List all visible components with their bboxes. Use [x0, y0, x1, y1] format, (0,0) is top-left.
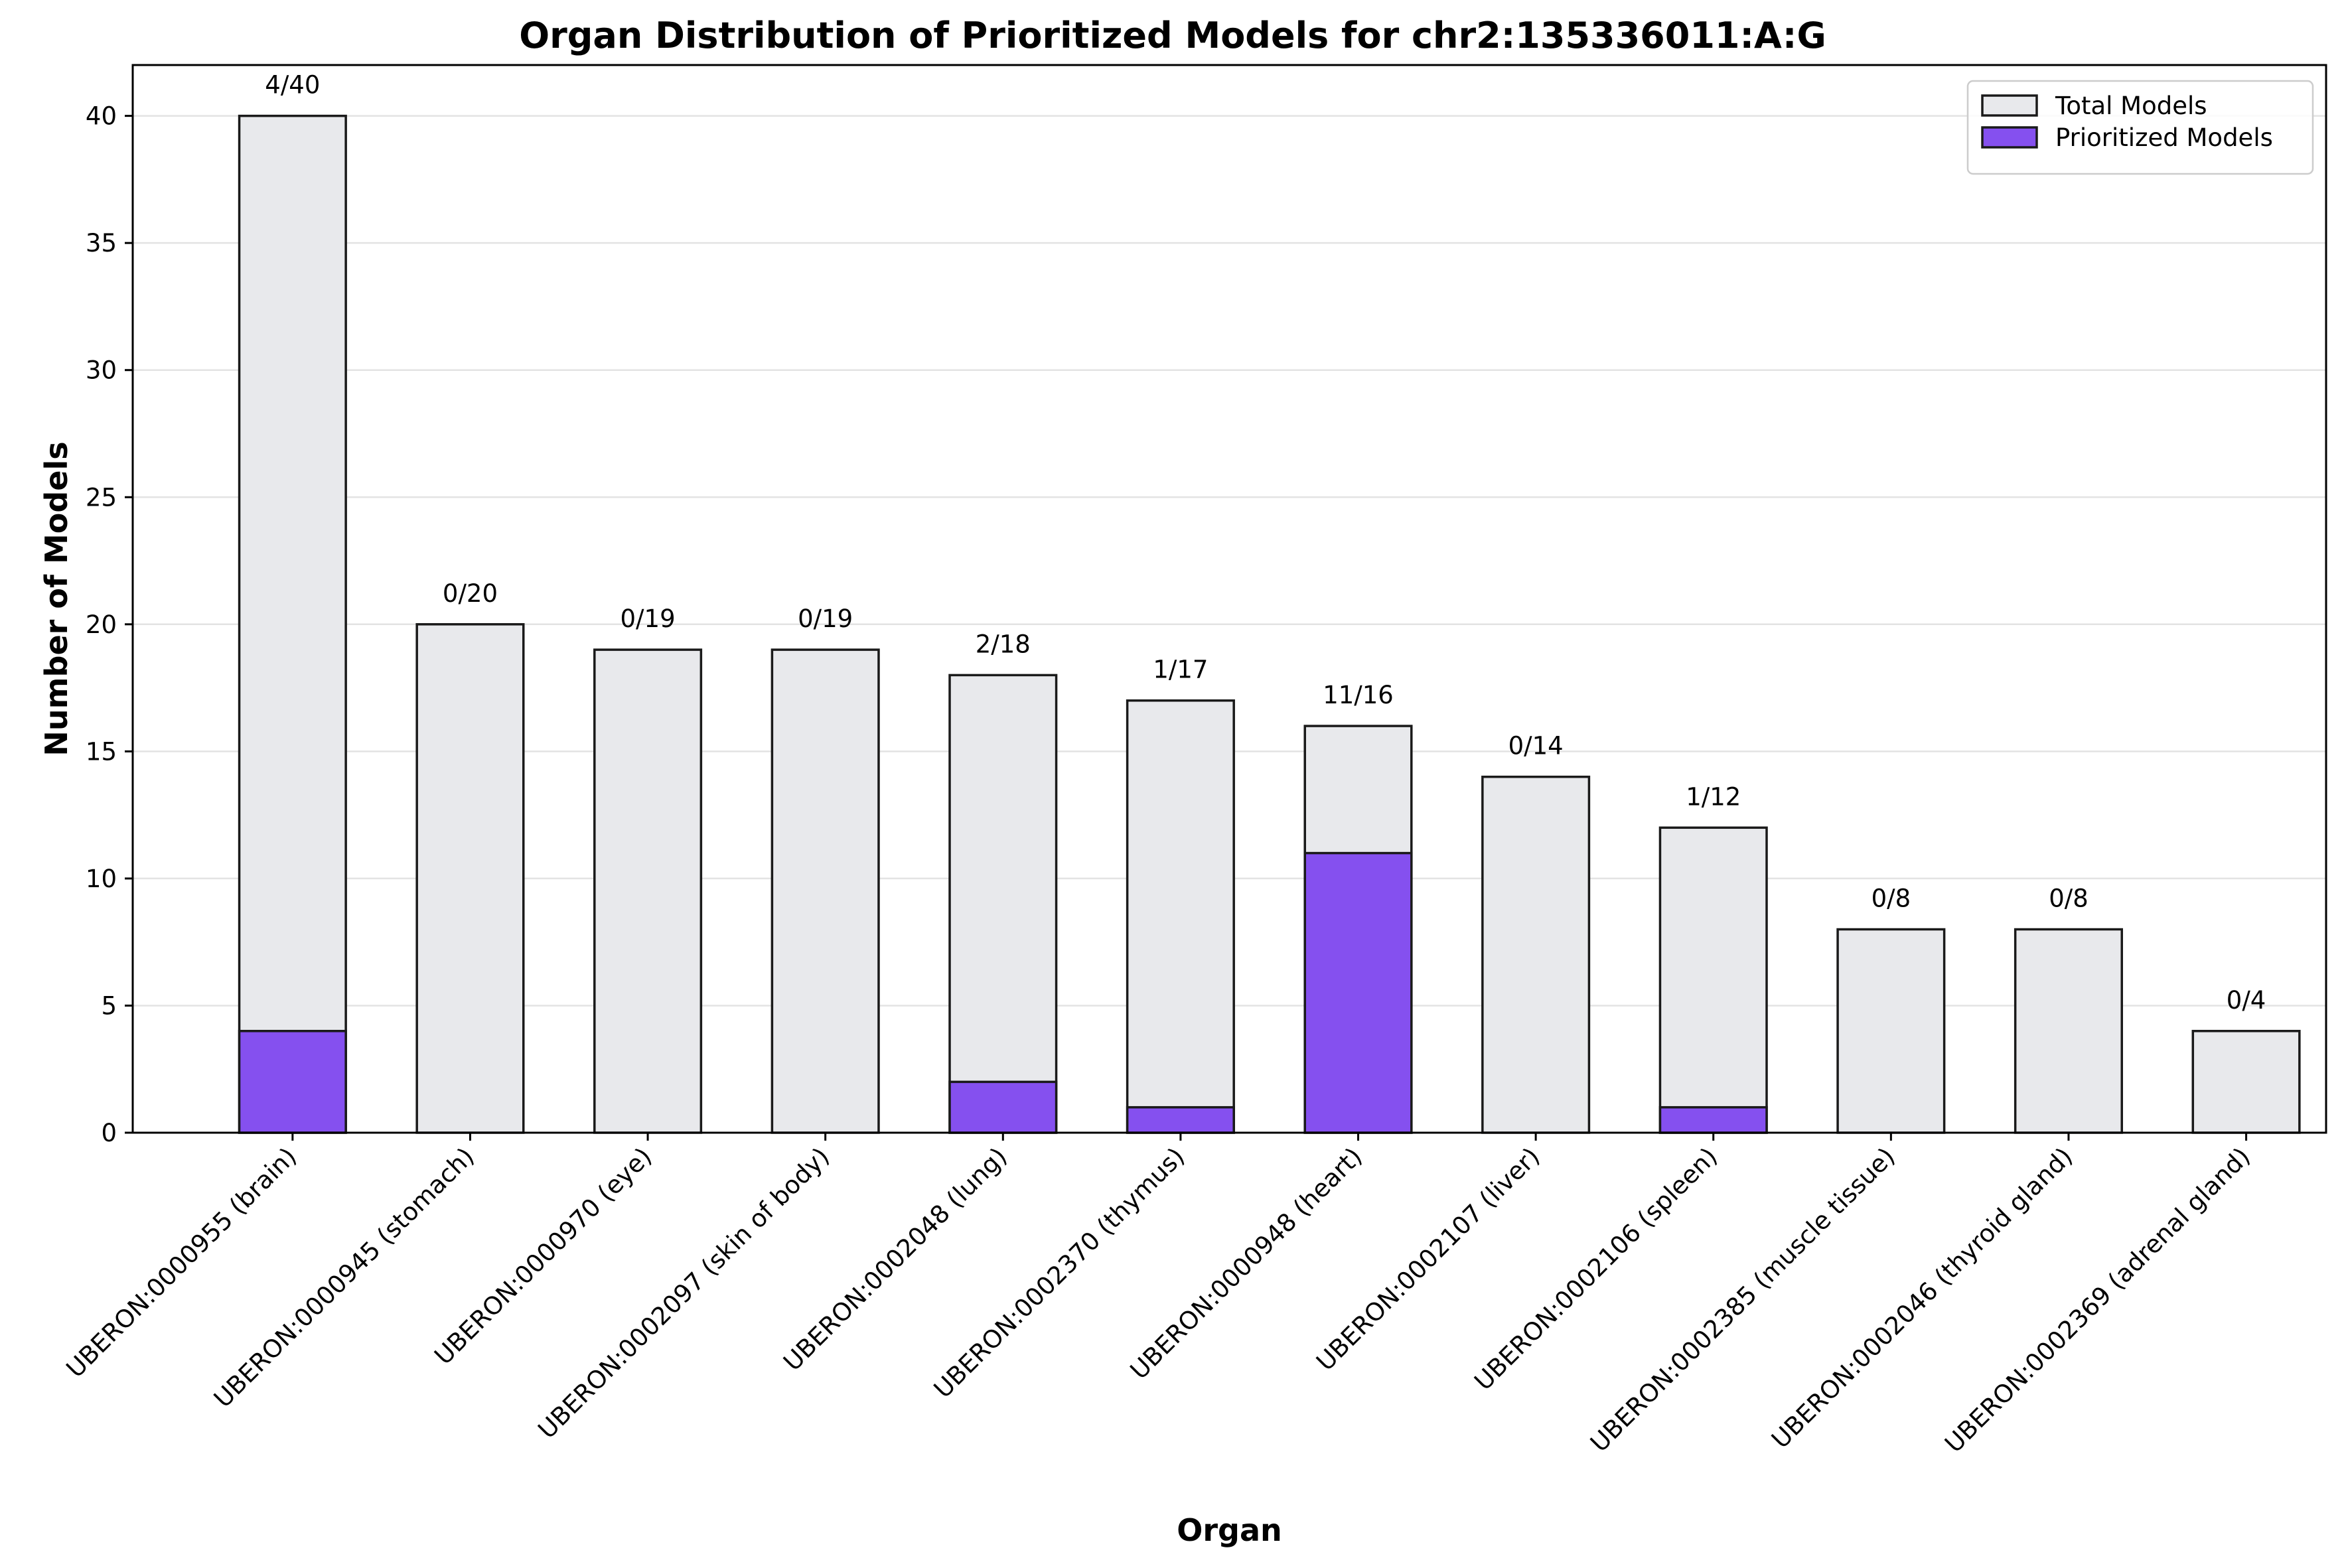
data-label: 1/12: [1686, 782, 1741, 811]
data-label: 0/19: [621, 605, 676, 633]
y-tick-label: 10: [86, 865, 117, 893]
x-axis-label: Organ: [1177, 1512, 1282, 1548]
bar-total: [948, 674, 1058, 1134]
bars: [238, 114, 2301, 1134]
bar-total: [2014, 928, 2123, 1134]
data-label: 0/20: [443, 579, 498, 608]
legend-swatch-total: [1981, 94, 2038, 117]
legend-swatch-prioritized: [1981, 126, 2038, 149]
bar-prioritized: [238, 1030, 347, 1134]
bar-total: [770, 648, 880, 1134]
data-label: 2/18: [976, 630, 1031, 658]
y-tick-label: 30: [86, 356, 117, 385]
bar-prioritized: [1303, 851, 1413, 1134]
bar-prioritized: [948, 1080, 1058, 1134]
y-tick-label: 0: [101, 1119, 117, 1147]
data-label: 0/4: [2227, 986, 2266, 1015]
bar-total: [415, 623, 525, 1134]
data-label: 0/8: [1871, 885, 1911, 913]
x-tick-label: UBERON:0002385 (muscle tissue): [1585, 1142, 1901, 1458]
y-axis-label: Number of Models: [38, 441, 74, 756]
bar-total: [593, 648, 703, 1134]
bar-prioritized: [1658, 1105, 1768, 1134]
bar-total: [2191, 1030, 2301, 1134]
legend-label-total: Total Models: [2055, 92, 2207, 120]
legend: Total Models Prioritized Models: [1966, 80, 2314, 175]
y-tick-label: 20: [86, 610, 117, 639]
bar-total: [1836, 928, 1946, 1134]
chart-title: Organ Distribution of Prioritized Models…: [519, 15, 1826, 56]
data-labels: 4/40 0/20 0/19 0/19 2/18 1/17 11/16 0/14 1/12 0/8…: [265, 71, 2266, 1015]
y-tick-label: 35: [86, 229, 117, 257]
y-tick-label: 5: [101, 991, 117, 1020]
data-label: 0/14: [1508, 732, 1564, 760]
x-tick-label: UBERON:0002097 (skin of body): [532, 1142, 835, 1445]
bar-total: [1481, 775, 1591, 1134]
legend-label-prioritized: Prioritized Models: [2055, 123, 2273, 152]
bar-total: [1658, 826, 1768, 1134]
x-tick-label: UBERON:0002369 (adrenal gland): [1939, 1142, 2256, 1459]
bar-prioritized: [1126, 1105, 1235, 1134]
legend-box: [1966, 80, 2314, 175]
bar-total: [1126, 699, 1235, 1134]
bar-total: [238, 114, 347, 1134]
x-tick-label: UBERON:0002046 (thyroid gland): [1766, 1142, 2078, 1454]
data-label: 1/17: [1153, 656, 1208, 684]
data-label: 4/40: [265, 71, 320, 100]
y-axis: 0 5 10 15 20 25 30 35 40: [86, 102, 133, 1147]
data-label: 0/19: [798, 605, 853, 633]
y-tick-label: 40: [86, 102, 117, 131]
data-label: 0/8: [2049, 885, 2089, 913]
plot-frame: [131, 64, 2327, 1134]
y-tick-label: 15: [86, 737, 117, 766]
x-axis: UBERON:0000955 (brain)UBERON:0000945 (st…: [61, 1133, 2256, 1459]
y-tick-label: 25: [86, 483, 117, 512]
data-label: 11/16: [1323, 681, 1394, 709]
